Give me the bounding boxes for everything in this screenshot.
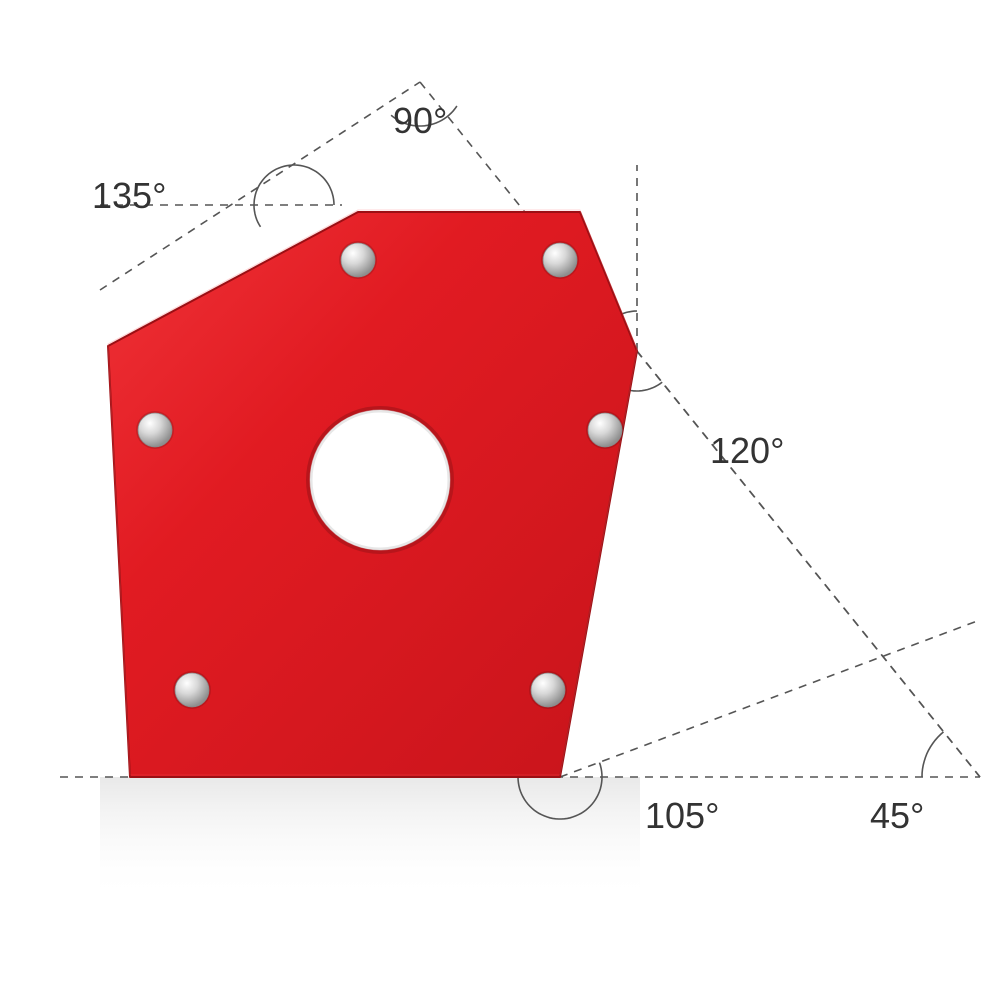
label-90: 90° <box>393 100 447 142</box>
label-135: 135° <box>92 175 166 217</box>
diagram-stage: 90° 135° 120° 105° 45° <box>0 0 1001 1001</box>
arc-45 <box>922 732 944 777</box>
rivet-bottom-right <box>531 673 565 707</box>
line-slope-105 <box>560 620 980 777</box>
label-105: 105° <box>645 795 719 837</box>
rivet-bottom-left <box>175 673 209 707</box>
arc-135 <box>254 165 334 227</box>
diagram-svg <box>0 0 1001 1001</box>
center-hole <box>308 408 452 552</box>
rivet-mid-right <box>588 413 622 447</box>
label-45: 45° <box>870 795 924 837</box>
rivet-mid-left <box>138 413 172 447</box>
rivet-top-right <box>543 243 577 277</box>
label-120: 120° <box>710 430 784 472</box>
floor-reflection <box>100 777 640 900</box>
rivet-top-left <box>341 243 375 277</box>
